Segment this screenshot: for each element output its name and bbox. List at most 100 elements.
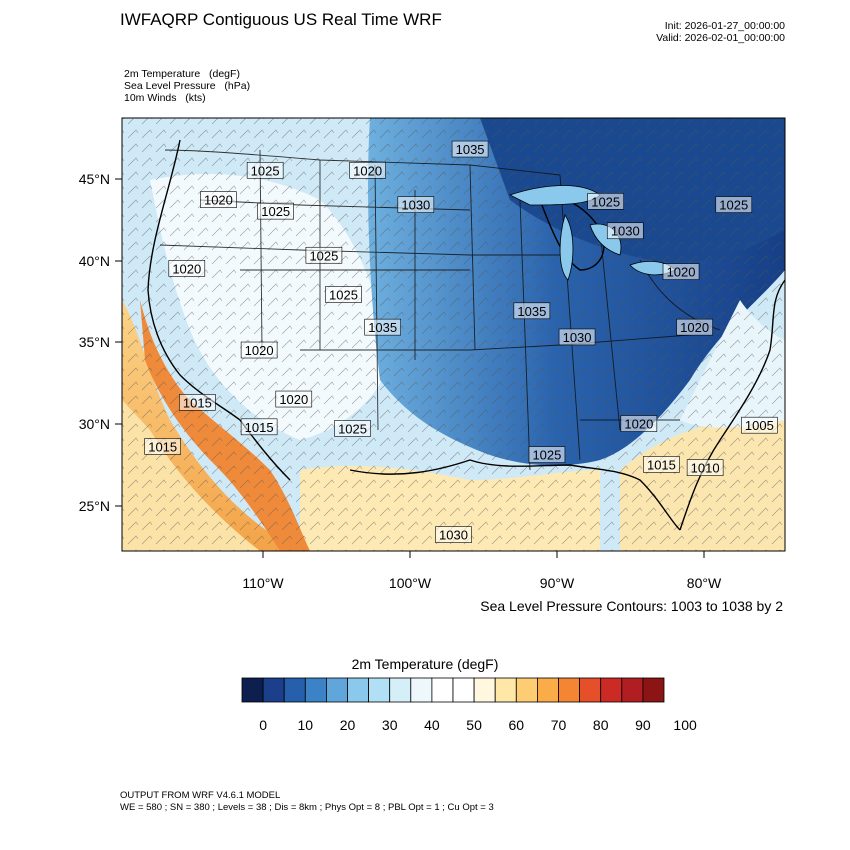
lon-label-110w: 110°W bbox=[242, 575, 284, 591]
colorbar-swatch bbox=[537, 677, 559, 703]
colorbar-swatch bbox=[494, 677, 517, 703]
colorbar-swatch bbox=[325, 677, 348, 703]
colorbar-swatch bbox=[642, 677, 665, 703]
contour-label-box bbox=[200, 191, 237, 208]
contour-label: 1020 bbox=[172, 261, 201, 276]
colorbar-swatch bbox=[262, 677, 285, 703]
contour-label: 1020 bbox=[204, 193, 233, 208]
model-footer: OUTPUT FROM WRF V4.6.1 MODEL WE = 580 ; … bbox=[120, 790, 494, 814]
contour-label: 1025 bbox=[261, 204, 290, 219]
contour-label-box bbox=[349, 161, 386, 179]
contour-label-box bbox=[686, 459, 724, 476]
contour-label: 1020 bbox=[680, 320, 709, 335]
contour-label-box bbox=[435, 526, 472, 543]
contour-label: 1030 bbox=[439, 528, 468, 543]
map-panel: 1035 1025 1020 1020 1025 1030 1025 1030 1025 1025… bbox=[122, 118, 785, 551]
contour-label-box bbox=[240, 341, 278, 359]
contour-label-box bbox=[558, 328, 596, 346]
contour-label-box bbox=[528, 446, 566, 463]
contour-label: 1025 bbox=[338, 421, 367, 436]
contour-label: 1015 bbox=[183, 395, 212, 410]
contour-note: Sea Level Pressure Contours: 1003 to 103… bbox=[480, 598, 783, 614]
contour-label-box bbox=[240, 418, 278, 436]
contour-label: 1030 bbox=[611, 224, 640, 239]
colorbar-swatch bbox=[473, 677, 496, 703]
contour-label: 1005 bbox=[745, 418, 774, 433]
contour-label-box bbox=[168, 260, 206, 277]
contour-label-box bbox=[741, 416, 778, 434]
contour-label: 1035 bbox=[456, 142, 485, 157]
contour-label-box bbox=[246, 161, 284, 179]
colorbar-label: 90 bbox=[635, 717, 651, 733]
lon-label-100w: 100°W bbox=[389, 575, 432, 591]
colorbar-swatch bbox=[389, 677, 412, 703]
contour-label-box bbox=[305, 246, 343, 264]
colorbar-label: 0 bbox=[259, 717, 267, 733]
colorbar-label: 70 bbox=[551, 717, 567, 733]
colorbar-label: 20 bbox=[340, 717, 356, 733]
colorbar-label: 100 bbox=[673, 717, 697, 733]
colorbar-label: 60 bbox=[509, 717, 525, 733]
lat-label-30n: 30°N bbox=[79, 416, 110, 432]
plot-title: IWFAQRP Contiguous US Real Time WRF bbox=[120, 10, 442, 29]
field-winds: 10m Winds (kts) bbox=[124, 92, 206, 104]
contour-label: 1020 bbox=[279, 392, 308, 407]
contour-label: 1020 bbox=[353, 163, 382, 178]
lat-label-35n: 35°N bbox=[79, 334, 110, 350]
colorbar-swatch bbox=[347, 677, 370, 703]
colorbar: 0 10 20 30 40 50 60 70 80 90 100 bbox=[241, 677, 697, 733]
contour-label: 1015 bbox=[647, 457, 676, 472]
contour-label: 1020 bbox=[667, 265, 696, 280]
init-time: Init: 2026-01-27_00:00:00 bbox=[664, 20, 785, 32]
contour-label-box bbox=[587, 193, 624, 210]
contour-label: 1020 bbox=[245, 343, 274, 358]
contour-label-box bbox=[606, 222, 644, 240]
contour-label-box bbox=[662, 263, 700, 280]
contour-label-box bbox=[715, 196, 753, 213]
contour-label-box bbox=[643, 456, 680, 473]
colorbar-swatch bbox=[241, 677, 264, 703]
contour-label: 1025 bbox=[309, 248, 338, 263]
contour-label-box bbox=[513, 302, 551, 320]
contour-label: 1025 bbox=[591, 194, 620, 209]
contour-label: 1020 bbox=[624, 417, 653, 432]
colorbar-swatch bbox=[579, 677, 602, 703]
contour-label: 1025 bbox=[251, 163, 280, 178]
contour-label: 1015 bbox=[148, 439, 177, 454]
contour-label: 1035 bbox=[517, 304, 546, 319]
contour-labels: 1035 1025 1020 1020 1025 1030 1025 1030 1025 1025… bbox=[144, 140, 778, 543]
colorbar-label: 80 bbox=[593, 717, 609, 733]
contour-label-box bbox=[179, 394, 216, 411]
colorbar-swatch bbox=[621, 677, 644, 703]
contour-label-box bbox=[325, 286, 362, 303]
contour-label-box bbox=[364, 318, 401, 336]
contour-label-box bbox=[275, 390, 313, 408]
contour-label-box bbox=[144, 438, 181, 455]
footer-config: WE = 580 ; SN = 380 ; Levels = 38 ; Dis … bbox=[120, 802, 494, 813]
colorbar-label: 50 bbox=[466, 717, 482, 733]
colorbar-swatch bbox=[431, 677, 454, 703]
contour-label: 1035 bbox=[368, 320, 397, 335]
valid-time: Valid: 2026-02-01_00:00:00 bbox=[656, 32, 785, 44]
lon-label-80w: 80°W bbox=[687, 575, 722, 591]
contour-label-box bbox=[257, 202, 294, 220]
colorbar-label: 40 bbox=[424, 717, 440, 733]
lat-label-45n: 45°N bbox=[79, 171, 110, 187]
colorbar-swatch bbox=[452, 677, 475, 703]
contour-label-box bbox=[397, 196, 435, 213]
contour-label: 1025 bbox=[532, 448, 561, 463]
contour-label: 1030 bbox=[563, 330, 592, 345]
contour-label: 1010 bbox=[691, 461, 720, 476]
colorbar-swatch bbox=[368, 677, 391, 703]
field-list: 2m Temperature (degF) Sea Level Pressure… bbox=[124, 68, 250, 104]
colorbar-swatch bbox=[283, 677, 306, 703]
colorbar-title: 2m Temperature (degF) bbox=[351, 656, 499, 672]
contour-label-box bbox=[334, 420, 371, 437]
colorbar-label: 10 bbox=[298, 717, 314, 733]
field-pressure: Sea Level Pressure (hPa) bbox=[124, 80, 251, 92]
lon-label-90w: 90°W bbox=[540, 575, 575, 591]
lat-labels: 45°N 40°N 35°N 30°N 25°N bbox=[79, 171, 110, 514]
run-times: Init: 2026-01-27_00:00:00 Valid: 2026-02… bbox=[656, 20, 785, 44]
lon-labels: 110°W 100°W 90°W 80°W bbox=[242, 575, 722, 591]
